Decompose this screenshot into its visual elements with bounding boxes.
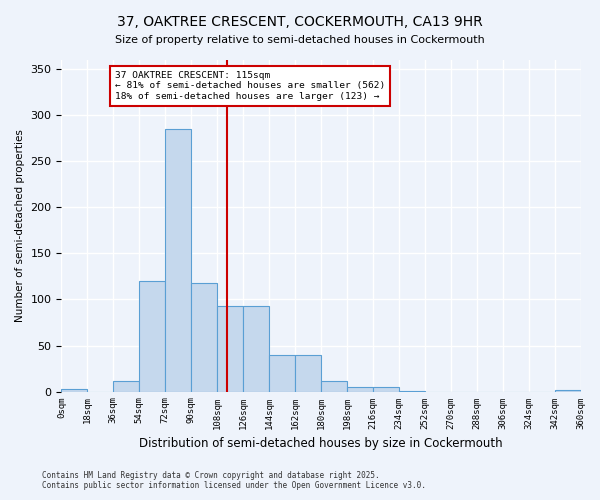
X-axis label: Distribution of semi-detached houses by size in Cockermouth: Distribution of semi-detached houses by … — [139, 437, 503, 450]
Bar — [399, 390, 425, 392]
Bar — [217, 306, 243, 392]
Bar — [165, 129, 191, 392]
Bar — [373, 387, 399, 392]
Bar — [243, 306, 269, 392]
Bar — [61, 389, 88, 392]
Bar — [554, 390, 581, 392]
Bar — [295, 354, 321, 392]
Text: 37 OAKTREE CRESCENT: 115sqm
← 81% of semi-detached houses are smaller (562)
18% : 37 OAKTREE CRESCENT: 115sqm ← 81% of sem… — [115, 71, 385, 101]
Bar — [269, 354, 295, 392]
Y-axis label: Number of semi-detached properties: Number of semi-detached properties — [15, 130, 25, 322]
Bar — [347, 387, 373, 392]
Text: Contains HM Land Registry data © Crown copyright and database right 2025.
Contai: Contains HM Land Registry data © Crown c… — [42, 470, 426, 490]
Text: 37, OAKTREE CRESCENT, COCKERMOUTH, CA13 9HR: 37, OAKTREE CRESCENT, COCKERMOUTH, CA13 … — [117, 15, 483, 29]
Bar — [191, 283, 217, 392]
Bar — [321, 380, 347, 392]
Bar — [113, 382, 139, 392]
Text: Size of property relative to semi-detached houses in Cockermouth: Size of property relative to semi-detach… — [115, 35, 485, 45]
Bar — [139, 281, 165, 392]
